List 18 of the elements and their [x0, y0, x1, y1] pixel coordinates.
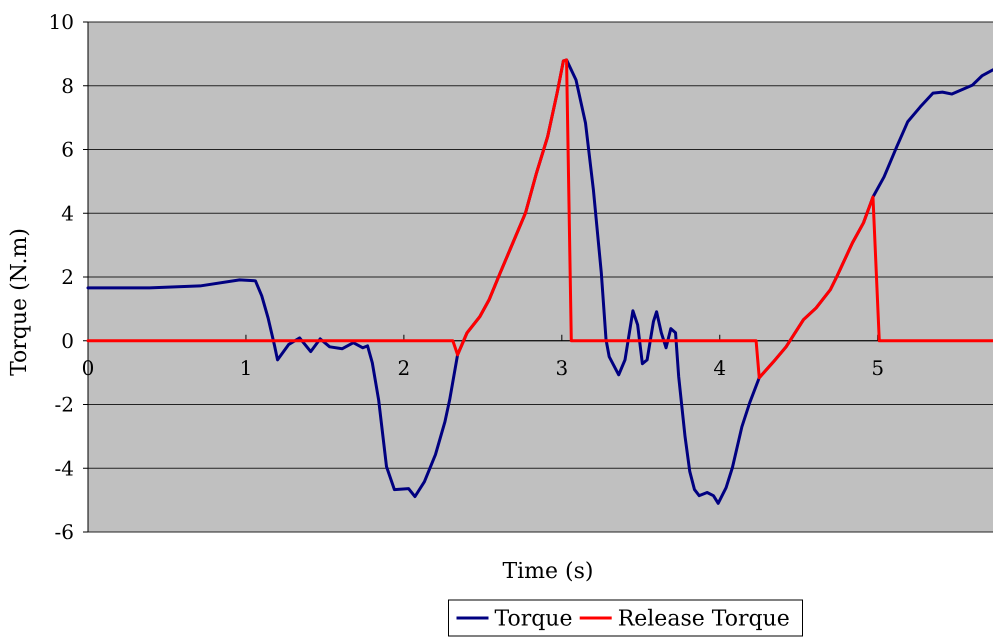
- x-tick-label: 2: [398, 356, 410, 380]
- x-tick-label: 1: [240, 356, 252, 380]
- legend-label: Release Torque: [618, 606, 790, 632]
- y-tick-label: -6: [54, 520, 74, 544]
- y-tick-label: 6: [61, 138, 74, 162]
- x-axis-title: Time (s): [502, 559, 594, 584]
- y-tick-label: 4: [61, 201, 74, 226]
- legend-label: Torque: [494, 606, 572, 632]
- x-tick-label: 4: [713, 356, 726, 380]
- y-tick-label: 10: [48, 10, 74, 34]
- x-tick-label: 5: [871, 356, 884, 380]
- y-tick-label: -2: [54, 392, 74, 416]
- x-tick-label: 3: [555, 356, 568, 380]
- y-tick-label: 2: [61, 265, 74, 289]
- y-tick-label: 8: [61, 74, 74, 98]
- y-axis-title: Torque (N.m): [7, 228, 32, 376]
- y-tick-label: -4: [54, 456, 74, 480]
- y-tick-label: 0: [61, 328, 74, 353]
